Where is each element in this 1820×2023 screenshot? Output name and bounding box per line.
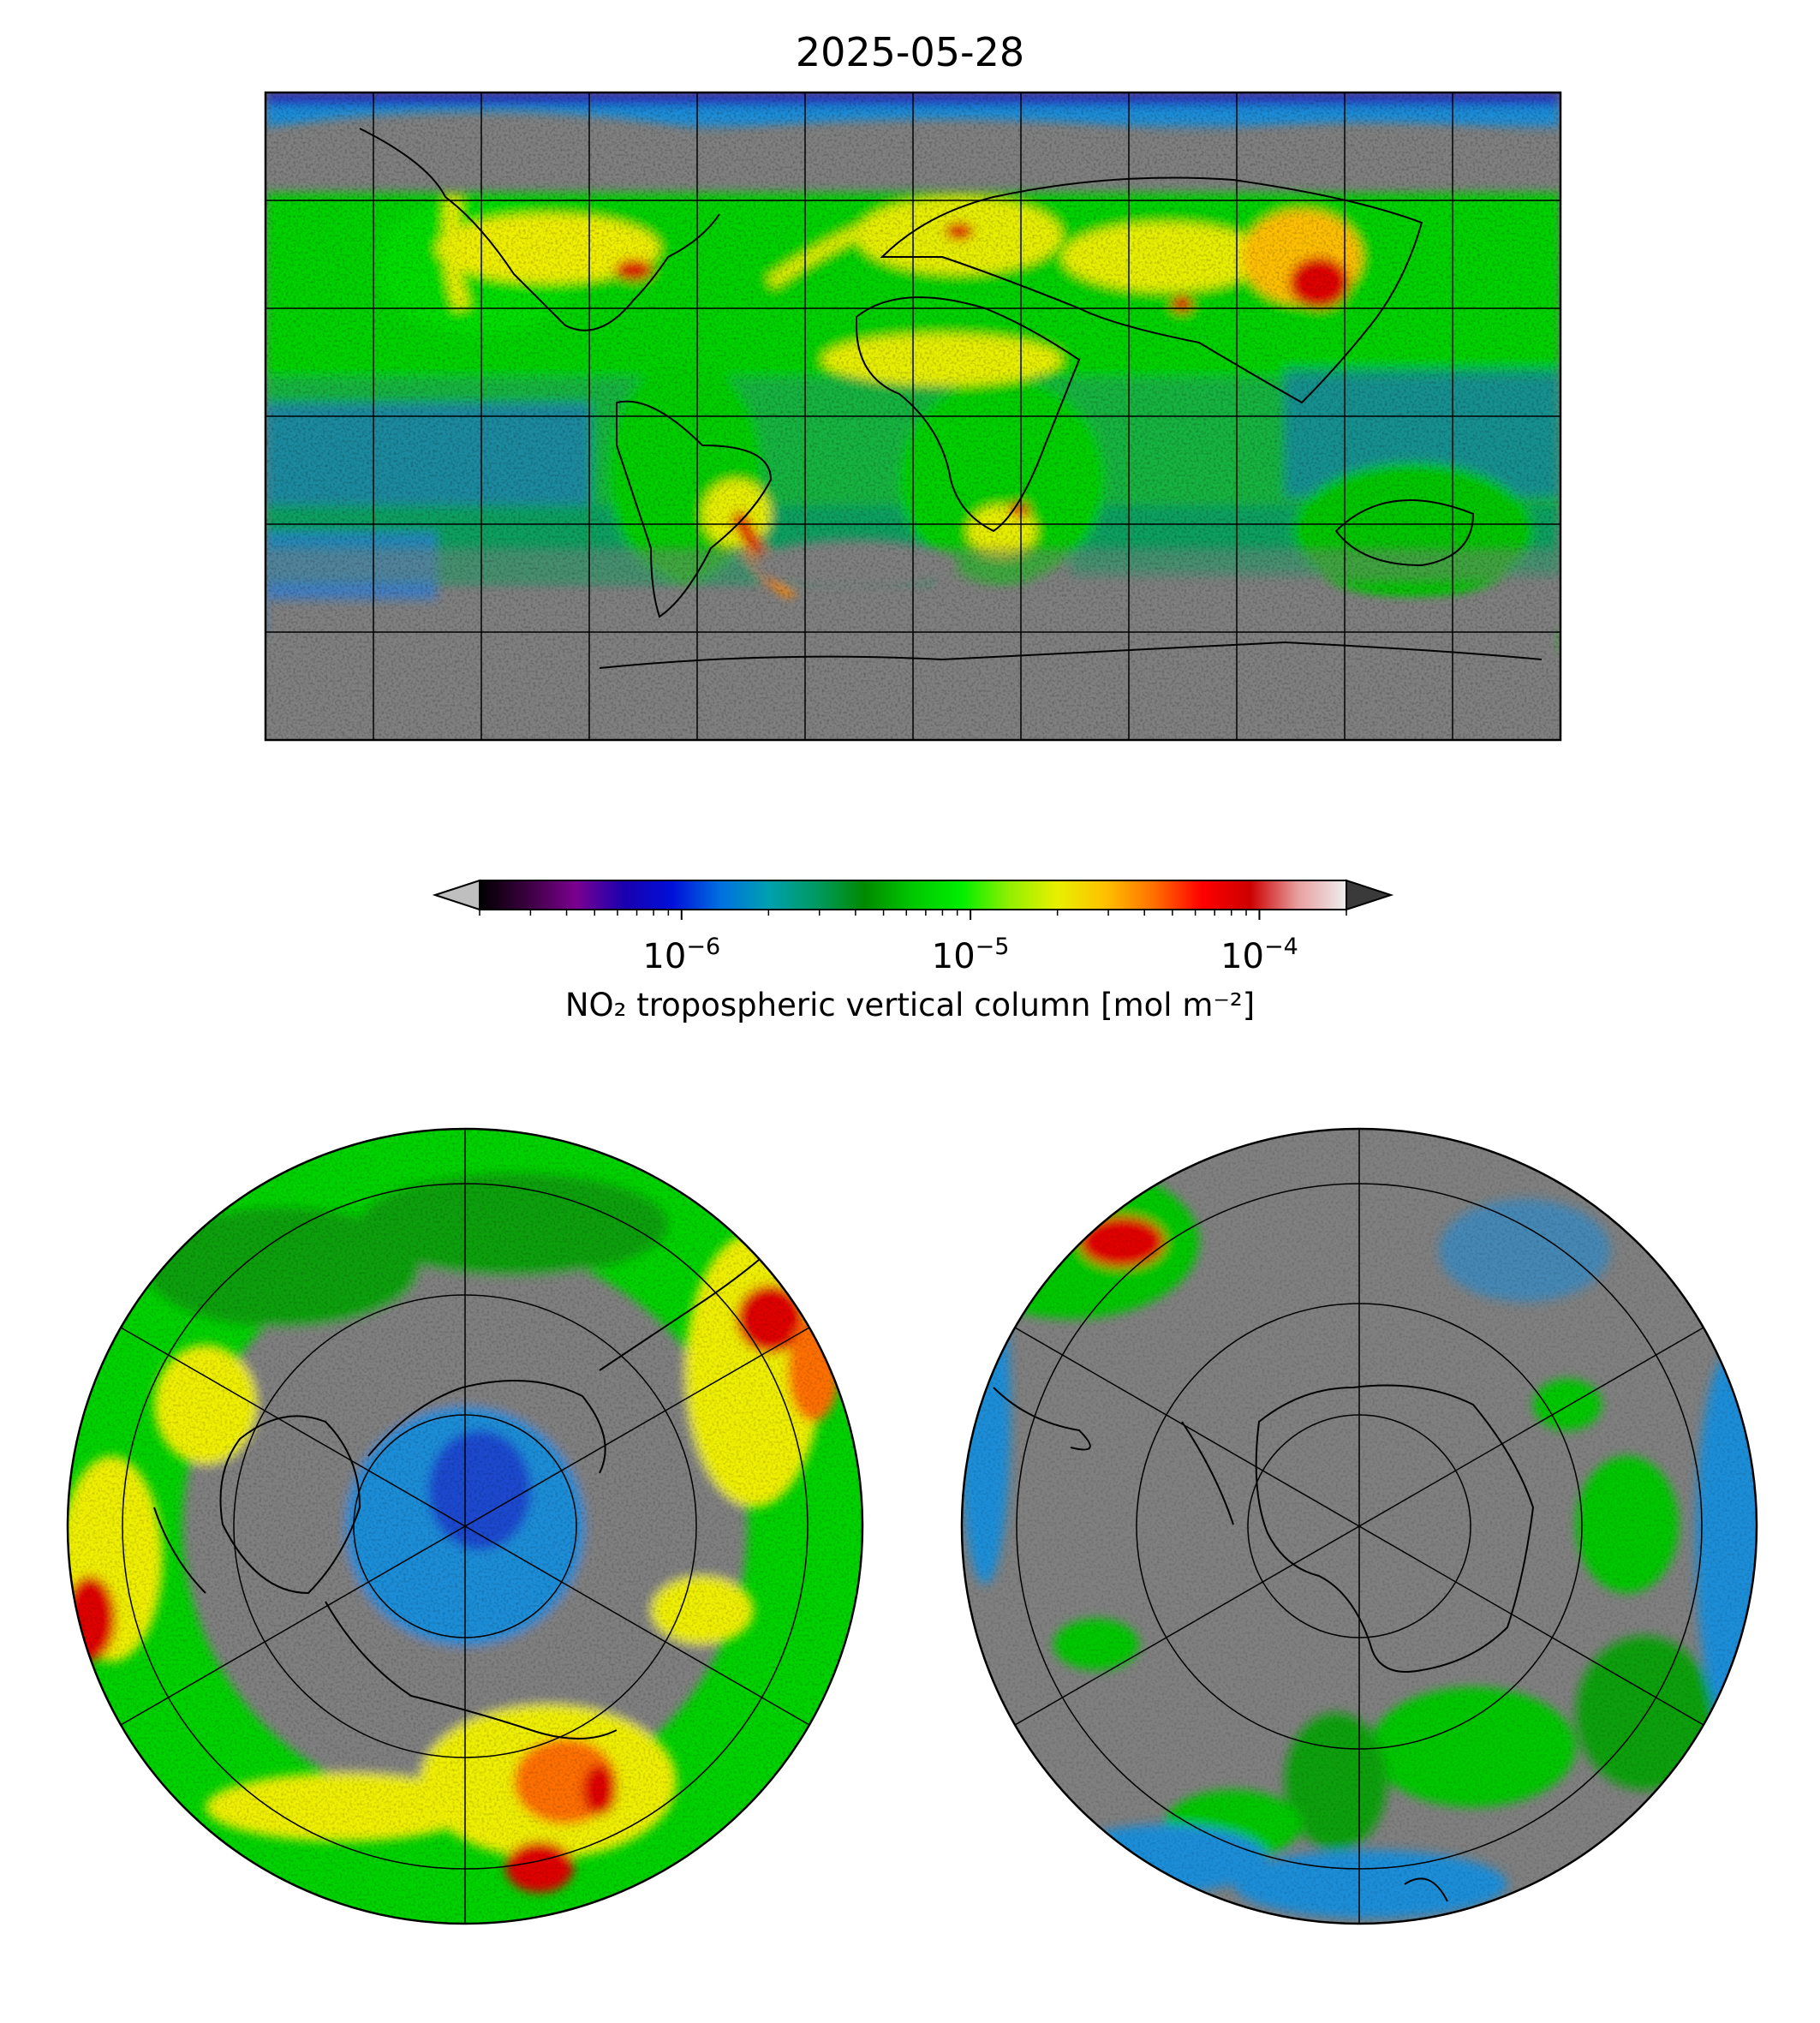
- colorbar-over-extension: [1346, 879, 1394, 911]
- colorbar-tick-label: 10−6: [642, 934, 720, 976]
- north-coastlines: [153, 1232, 789, 1740]
- colorbar-tick-label: 10−4: [1220, 934, 1298, 976]
- colorbar-ticks: 10−6 10−5 10−4: [479, 910, 1347, 976]
- south-polar-frame: [960, 1127, 1758, 1925]
- colorbar-label: NO₂ tropospheric vertical column [mol m⁻…: [564, 987, 1256, 1023]
- global-map: [264, 91, 1562, 742]
- colorbar-gradient: [480, 880, 1346, 910]
- south-coastlines: [993, 1384, 1535, 1902]
- north-polar-field: [68, 1129, 862, 1924]
- south-polar-field: [962, 1129, 1757, 1924]
- south-polar-map: [960, 1127, 1758, 1925]
- south-gridlines: [1014, 1129, 1704, 1924]
- colorbar-under-extension: [432, 879, 480, 911]
- global-gridlines: [266, 92, 1560, 740]
- figure-title: 2025-05-28: [795, 29, 1025, 75]
- global-map-frame: [264, 91, 1562, 742]
- north-polar-frame: [66, 1127, 864, 1925]
- colorbar: 10−6 10−5 10−4: [432, 879, 1394, 976]
- north-gridlines: [120, 1129, 810, 1924]
- north-polar-map: [66, 1127, 864, 1925]
- colorbar-tick-label: 10−5: [932, 934, 1010, 976]
